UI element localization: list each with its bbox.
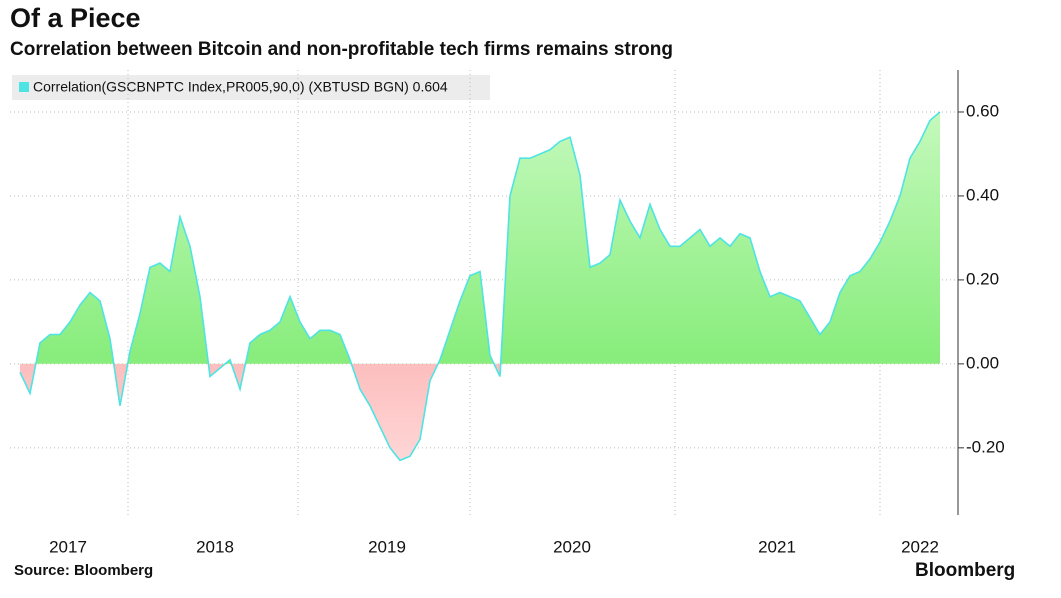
y-tick-label: -0.20 — [966, 437, 1005, 456]
legend-label: Correlation(GSCBNPTC Index,PR005,90,0) (… — [33, 79, 448, 95]
x-tick-label: 2021 — [758, 537, 796, 556]
legend-swatch — [19, 82, 29, 92]
y-tick-label: 0.20 — [966, 269, 999, 288]
y-tick-label: 0.40 — [966, 185, 999, 204]
x-tick-label: 2018 — [196, 537, 234, 556]
y-tick-label: 0.60 — [966, 101, 999, 120]
chart-subtitle: Correlation between Bitcoin and non-prof… — [10, 39, 673, 60]
x-tick-label: 2019 — [368, 537, 406, 556]
chart-title: Of a Piece — [10, 3, 141, 33]
legend-box — [12, 75, 490, 100]
x-tick-label: 2017 — [49, 537, 87, 556]
x-tick-label: 2022 — [901, 537, 939, 556]
y-tick-label: 0.00 — [966, 353, 999, 372]
line — [19, 111, 941, 462]
area-positive — [35, 112, 940, 364]
x-tick-label: 2020 — [553, 537, 591, 556]
brand: Bloomberg — [915, 560, 1015, 581]
source: Source: Bloomberg — [14, 562, 153, 579]
